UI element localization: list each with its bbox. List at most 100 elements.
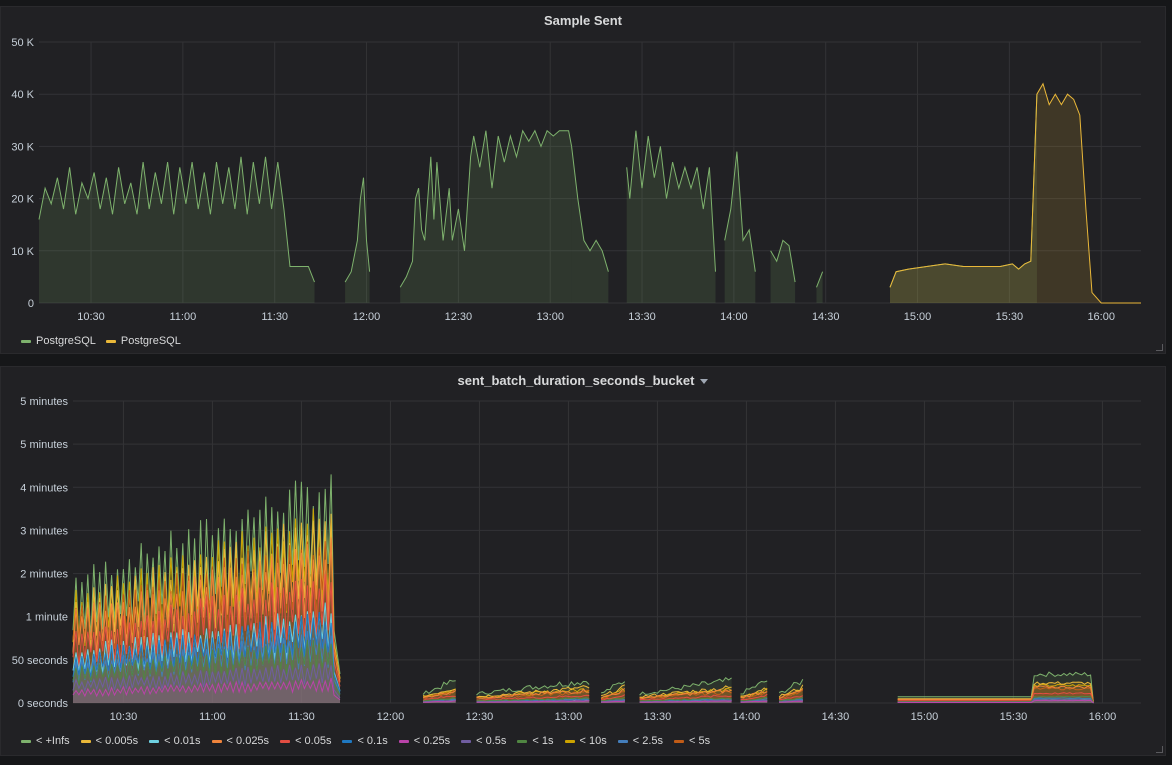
series-line[interactable] bbox=[601, 694, 626, 701]
legend-swatch bbox=[674, 739, 685, 743]
series-line[interactable] bbox=[639, 677, 732, 696]
legend-item[interactable]: < 0.01s bbox=[149, 735, 201, 747]
series-line[interactable] bbox=[422, 695, 456, 701]
series-line[interactable] bbox=[897, 699, 1094, 704]
series-area bbox=[897, 672, 1094, 703]
series-line[interactable] bbox=[72, 677, 341, 701]
series-line[interactable] bbox=[897, 695, 1094, 704]
series-line[interactable] bbox=[779, 700, 803, 703]
series-line[interactable] bbox=[476, 680, 590, 696]
x-tick-label: 14:30 bbox=[812, 311, 840, 323]
series-line[interactable] bbox=[897, 685, 1094, 704]
resize-handle[interactable] bbox=[1156, 344, 1163, 351]
series-line[interactable] bbox=[476, 700, 590, 703]
series-line[interactable] bbox=[72, 639, 341, 695]
series-line[interactable] bbox=[423, 697, 456, 702]
series-line[interactable] bbox=[423, 700, 456, 703]
series-line[interactable] bbox=[601, 700, 625, 703]
series-area bbox=[73, 677, 340, 703]
series-line[interactable] bbox=[778, 688, 804, 700]
series-line[interactable] bbox=[639, 698, 732, 703]
x-tick-label: 12:30 bbox=[445, 311, 473, 323]
legend-swatch bbox=[398, 739, 409, 743]
series-line[interactable] bbox=[72, 537, 341, 683]
batch-duration-chart[interactable]: 0 seconds 50 seconds 1 minute 2 minutes 3 mi… bbox=[1, 367, 1167, 757]
series-line[interactable] bbox=[626, 130, 716, 272]
legend-swatch bbox=[517, 739, 528, 743]
series-line[interactable] bbox=[897, 681, 1094, 704]
series-line[interactable] bbox=[476, 685, 590, 698]
legend-item[interactable]: < 1s bbox=[517, 735, 554, 747]
series-line[interactable] bbox=[740, 693, 768, 701]
series-line[interactable] bbox=[779, 699, 803, 702]
series-line[interactable] bbox=[778, 684, 804, 698]
legend: PostgreSQL PostgreSQL bbox=[21, 335, 181, 347]
series-line[interactable] bbox=[399, 129, 573, 288]
sample-sent-chart[interactable]: 0 10 K 20 K 30 K 40 K 50 K 10:30 11:00 11:30 12:0… bbox=[1, 7, 1167, 355]
series-line[interactable] bbox=[740, 696, 768, 702]
series-area bbox=[39, 156, 315, 303]
series-line[interactable] bbox=[72, 574, 341, 687]
resize-handle[interactable] bbox=[1156, 746, 1163, 753]
series-line[interactable] bbox=[779, 695, 803, 700]
series-line[interactable] bbox=[422, 688, 456, 698]
series-line[interactable] bbox=[571, 146, 609, 272]
panel-title[interactable]: Sample Sent bbox=[543, 13, 623, 28]
legend-item[interactable]: < 0.1s bbox=[342, 735, 388, 747]
series-line[interactable] bbox=[778, 678, 804, 693]
series-line[interactable] bbox=[344, 177, 371, 283]
legend-label: < 1s bbox=[532, 735, 554, 747]
series-line[interactable] bbox=[476, 696, 590, 702]
series-line[interactable] bbox=[601, 696, 626, 702]
legend-item[interactable]: < 2.5s bbox=[617, 735, 663, 747]
series-line[interactable] bbox=[600, 688, 626, 699]
series-line[interactable] bbox=[72, 629, 341, 694]
x-tick-label: 12:00 bbox=[353, 311, 381, 323]
series-line[interactable] bbox=[422, 690, 457, 699]
series-line[interactable] bbox=[639, 700, 732, 703]
legend-item[interactable]: < 0.05s bbox=[280, 735, 331, 747]
legend-item[interactable]: PostgreSQL bbox=[21, 335, 96, 347]
y-tick-label: 0 seconds bbox=[18, 698, 69, 710]
series-line[interactable] bbox=[38, 156, 315, 283]
series-line[interactable] bbox=[897, 692, 1094, 704]
legend-item[interactable]: < 0.5s bbox=[461, 735, 506, 747]
legend-swatch bbox=[149, 739, 160, 743]
y-tick-label: 5 minutes bbox=[20, 396, 68, 408]
series-line[interactable] bbox=[423, 698, 456, 702]
chevron-down-icon[interactable] bbox=[700, 379, 709, 385]
series-line[interactable] bbox=[740, 680, 768, 695]
series-line[interactable] bbox=[639, 690, 732, 700]
series-line[interactable] bbox=[740, 691, 768, 699]
legend-swatch bbox=[280, 739, 291, 743]
series-line[interactable] bbox=[897, 671, 1094, 704]
series-line[interactable] bbox=[639, 697, 732, 702]
legend-item[interactable]: < 0.025s bbox=[211, 735, 269, 747]
legend-item[interactable]: < 10s bbox=[564, 735, 607, 747]
legend-label: < 0.5s bbox=[476, 735, 507, 747]
series-area bbox=[897, 696, 1094, 703]
panel-title[interactable]: sent_batch_duration_seconds_bucket bbox=[1, 372, 1165, 390]
series-line[interactable] bbox=[639, 689, 732, 700]
series-line[interactable] bbox=[600, 681, 626, 694]
legend-item[interactable]: PostgreSQL bbox=[105, 335, 181, 347]
series-line[interactable] bbox=[816, 271, 824, 288]
series-area bbox=[626, 130, 716, 303]
series-line[interactable] bbox=[476, 688, 590, 699]
legend-item[interactable]: < 0.005s bbox=[80, 735, 138, 747]
series-line[interactable] bbox=[889, 82, 1141, 304]
legend-item[interactable]: < 0.25s bbox=[398, 735, 451, 747]
series-line[interactable] bbox=[724, 151, 756, 272]
series-line[interactable] bbox=[639, 694, 732, 701]
series-line[interactable] bbox=[72, 661, 341, 699]
series-line[interactable] bbox=[476, 694, 590, 701]
series-line[interactable] bbox=[889, 94, 1038, 288]
series-line[interactable] bbox=[779, 697, 803, 702]
series-line[interactable] bbox=[422, 679, 456, 695]
legend-label: < 0.25s bbox=[413, 735, 451, 747]
series-line[interactable] bbox=[770, 239, 796, 283]
series-line[interactable] bbox=[72, 611, 341, 692]
legend-item[interactable]: < +Infs bbox=[21, 735, 70, 747]
legend-item[interactable]: < 5s bbox=[674, 735, 710, 747]
series-line[interactable] bbox=[740, 700, 768, 703]
